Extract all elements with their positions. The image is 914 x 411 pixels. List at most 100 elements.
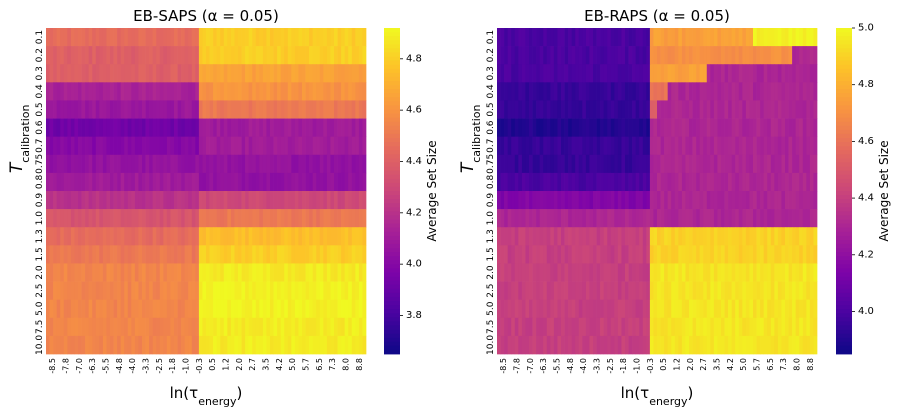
heatmap-cell xyxy=(504,100,509,119)
heatmap-cell xyxy=(355,263,360,282)
heatmap-cell xyxy=(287,172,292,192)
heatmap-cell xyxy=(181,118,186,138)
colorbar-segment xyxy=(836,72,852,78)
heatmap-cell xyxy=(564,209,569,228)
heatmap-cell xyxy=(330,136,335,156)
heatmap-cell xyxy=(529,245,533,264)
heatmap-cell xyxy=(95,136,100,156)
heatmap-cell xyxy=(763,191,768,210)
heatmap-cell xyxy=(337,299,342,319)
heatmap-cell xyxy=(358,172,363,192)
heatmap-cell xyxy=(131,118,136,138)
heatmap-cell xyxy=(351,82,356,101)
heatmap-cell xyxy=(518,227,523,246)
heatmap-cell xyxy=(795,172,800,192)
heatmap-cell xyxy=(113,335,118,355)
heatmap-cell xyxy=(635,118,640,138)
heatmap-cell xyxy=(248,100,253,119)
heatmap-cell xyxy=(721,154,725,174)
colorbar-segment xyxy=(836,252,852,257)
heatmap-cell xyxy=(749,64,754,83)
heatmap-cell xyxy=(159,281,164,301)
heatmap-cell xyxy=(724,335,729,355)
heatmap-cell xyxy=(806,191,811,210)
colorbar-segment xyxy=(836,284,852,290)
heatmap-cell xyxy=(792,209,797,228)
heatmap-cell xyxy=(553,299,558,319)
heatmap-cell xyxy=(319,263,324,282)
heatmap-cell xyxy=(341,100,346,119)
colorbar-tick-label: 4.6 xyxy=(406,105,422,116)
heatmap-cell xyxy=(738,227,743,246)
heatmap-cell xyxy=(209,82,214,101)
heatmap-cell xyxy=(809,172,814,192)
heatmap-cell xyxy=(188,335,193,355)
heatmap-cell xyxy=(248,28,253,47)
heatmap-cell xyxy=(302,227,306,246)
heatmap-cell xyxy=(628,191,633,210)
colorbar-segment xyxy=(836,317,852,322)
heatmap-cell xyxy=(131,281,136,301)
heatmap-cell xyxy=(536,281,541,301)
heatmap-cell xyxy=(699,136,704,156)
heatmap-cell xyxy=(770,299,775,319)
heatmap-cell xyxy=(657,299,661,319)
heatmap-cell xyxy=(213,209,218,228)
heatmap-cell xyxy=(95,299,100,319)
heatmap-cell xyxy=(689,46,693,65)
heatmap-cell xyxy=(696,263,701,282)
heatmap-cell xyxy=(689,317,693,337)
heatmap-cell xyxy=(596,335,601,355)
heatmap-cell xyxy=(710,82,715,101)
heatmap-cell xyxy=(273,172,278,192)
heatmap-cell xyxy=(536,209,541,228)
heatmap-cell xyxy=(660,46,665,65)
heatmap-cell xyxy=(557,209,562,228)
heatmap-cell xyxy=(92,245,97,264)
heatmap-cell xyxy=(262,263,267,282)
heatmap-cell xyxy=(678,209,683,228)
heatmap-cell xyxy=(266,172,271,192)
heatmap-cell xyxy=(657,100,661,119)
heatmap-cell xyxy=(85,227,90,246)
heatmap-cell xyxy=(809,100,814,119)
heatmap-cell xyxy=(774,317,779,337)
heatmap-cell xyxy=(341,281,346,301)
colorbar-segment xyxy=(384,36,400,41)
heatmap-cell xyxy=(149,299,154,319)
heatmap-cell xyxy=(553,154,558,174)
heatmap-cell xyxy=(717,227,722,246)
heatmap-cell xyxy=(685,82,690,101)
heatmap-cell xyxy=(67,209,72,228)
heatmap-cell xyxy=(209,335,214,355)
heatmap-cell xyxy=(341,317,346,337)
heatmap-cell xyxy=(749,191,754,210)
heatmap-cell xyxy=(273,136,278,156)
heatmap-cell xyxy=(294,299,299,319)
x-axis-label: ln(τenergy) xyxy=(170,384,243,408)
heatmap-cell xyxy=(497,335,501,355)
heatmap-cell xyxy=(348,317,353,337)
heatmap-cell xyxy=(74,281,79,301)
heatmap-cell xyxy=(341,118,346,138)
colorbar-segment xyxy=(836,215,852,220)
heatmap-cell xyxy=(259,209,264,228)
colorbar-tick-label: 5.0 xyxy=(858,23,874,34)
heatmap-cell xyxy=(795,281,800,301)
heatmap-cell xyxy=(302,172,306,192)
heatmap-cell xyxy=(625,281,629,301)
heatmap-cell xyxy=(248,335,253,355)
heatmap-cell xyxy=(625,64,629,83)
heatmap-cell xyxy=(88,317,93,337)
heatmap-cell xyxy=(628,136,633,156)
heatmap-cell xyxy=(596,299,601,319)
colorbar-segment xyxy=(384,170,400,176)
colorbar-segment xyxy=(384,56,400,61)
heatmap-cell xyxy=(60,281,65,301)
heatmap-cell xyxy=(518,299,523,319)
heatmap-cell xyxy=(63,335,68,355)
heatmap-cell xyxy=(56,64,61,83)
heatmap-cell xyxy=(362,317,367,337)
heatmap-cell xyxy=(56,209,61,228)
heatmap-cell xyxy=(497,154,501,174)
